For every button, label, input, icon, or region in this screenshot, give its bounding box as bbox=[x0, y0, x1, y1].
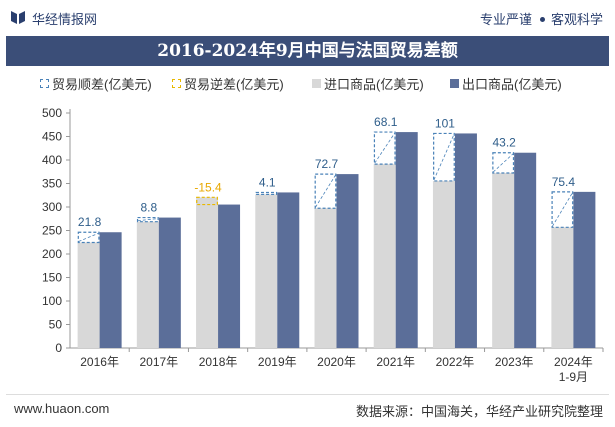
huaon-logo-icon bbox=[11, 11, 25, 24]
balance-label: 8.8 bbox=[140, 201, 157, 215]
x-tick-label: 2018年 bbox=[199, 355, 238, 369]
y-tick-label: 400 bbox=[42, 153, 62, 167]
surplus-box bbox=[136, 216, 159, 223]
import-bar bbox=[373, 164, 396, 348]
x-tick-label: 2019年 bbox=[258, 355, 297, 369]
import-bar bbox=[314, 208, 337, 348]
y-tick-label: 150 bbox=[42, 271, 62, 285]
import-bar bbox=[196, 197, 219, 348]
y-tick-label: 450 bbox=[42, 130, 62, 144]
slogan: 专业严谨 客观科学 bbox=[480, 9, 603, 28]
legend-swatch-surplus bbox=[40, 79, 49, 88]
balance-label: -15.4 bbox=[194, 180, 222, 194]
export-bar bbox=[218, 204, 241, 348]
footer-site: www.huaon.com bbox=[14, 401, 110, 416]
legend-item-deficit: 贸易逆差(亿美元) bbox=[172, 74, 284, 93]
balance-label: 21.8 bbox=[78, 215, 102, 229]
slogan-left: 专业严谨 bbox=[479, 12, 532, 27]
x-tick-label: 2023年 bbox=[495, 355, 534, 369]
chart-title: 2016-2024年9月中国与法国贸易差额 bbox=[157, 41, 458, 61]
legend-item-import: 进口商品(亿美元) bbox=[312, 74, 424, 93]
import-bar bbox=[77, 242, 100, 348]
surplus-box bbox=[255, 191, 278, 195]
y-tick-label: 250 bbox=[42, 224, 62, 238]
surplus-hatch bbox=[78, 232, 99, 242]
legend-swatch-deficit bbox=[172, 79, 181, 88]
x-tick-label: 2022年 bbox=[436, 355, 475, 369]
legend-label-surplus: 贸易顺差(亿美元) bbox=[52, 77, 152, 92]
surplus-hatch bbox=[492, 153, 514, 173]
balance-label: 75.4 bbox=[552, 175, 576, 189]
surplus-box bbox=[492, 152, 515, 174]
surplus-box bbox=[433, 132, 455, 182]
legend-label-export: 出口商品(亿美元) bbox=[462, 77, 562, 92]
y-tick-label: 500 bbox=[42, 106, 62, 120]
import-bar bbox=[432, 180, 455, 348]
x-tick-label: 2021年 bbox=[376, 355, 415, 369]
export-bar bbox=[454, 133, 477, 348]
brand-name: 华经情报网 bbox=[32, 12, 98, 27]
y-tick-label: 0 bbox=[55, 341, 62, 355]
legend-swatch-import bbox=[312, 79, 321, 88]
import-bar bbox=[492, 173, 515, 348]
surplus-hatch bbox=[315, 174, 336, 208]
balance-label: 4.1 bbox=[259, 175, 276, 189]
export-bar bbox=[336, 174, 359, 348]
chart-legend: 贸易顺差(亿美元) 贸易逆差(亿美元) 进口商品(亿美元) 出口商品(亿美元) bbox=[40, 74, 600, 94]
balance-label: 72.7 bbox=[315, 157, 339, 171]
legend-swatch-export bbox=[450, 79, 459, 88]
export-bar bbox=[99, 232, 122, 348]
deficit-box bbox=[196, 196, 218, 206]
footer-divider bbox=[6, 394, 609, 395]
x-tick-label: 1-9月 bbox=[559, 370, 588, 384]
y-tick-label: 350 bbox=[42, 177, 62, 191]
footer-source: 数据来源：中国海关，华经产业研究院整理 bbox=[355, 404, 603, 419]
import-bar bbox=[255, 194, 278, 348]
slogan-dot-icon bbox=[539, 17, 545, 22]
balance-label: 101 bbox=[435, 116, 455, 130]
y-tick-label: 100 bbox=[42, 294, 62, 308]
top-bar: 华经情报网 专业严谨 客观科学 bbox=[0, 0, 615, 36]
legend-item-export: 出口商品(亿美元) bbox=[450, 74, 562, 93]
x-tick-label: 2016年 bbox=[80, 355, 119, 369]
import-bar bbox=[136, 221, 159, 348]
export-bar bbox=[158, 217, 181, 348]
surplus-box bbox=[373, 131, 396, 165]
surplus-hatch bbox=[552, 192, 573, 227]
surplus-box bbox=[551, 191, 574, 228]
surplus-box bbox=[77, 231, 100, 244]
legend-label-deficit: 贸易逆差(亿美元) bbox=[184, 77, 284, 92]
slogan-right: 客观科学 bbox=[550, 12, 603, 27]
balance-label: 43.2 bbox=[492, 136, 516, 150]
export-bar bbox=[514, 152, 537, 348]
x-tick-label: 2024年 bbox=[554, 355, 593, 369]
balance-label: 68.1 bbox=[374, 115, 398, 129]
surplus-box bbox=[314, 173, 337, 209]
y-tick-label: 200 bbox=[42, 247, 62, 261]
surplus-hatch bbox=[433, 134, 455, 181]
x-tick-label: 2017年 bbox=[139, 355, 178, 369]
legend-label-import: 进口商品(亿美元) bbox=[324, 77, 424, 92]
legend-item-surplus: 贸易顺差(亿美元) bbox=[40, 74, 152, 93]
import-bar bbox=[551, 227, 574, 348]
export-bar bbox=[395, 132, 418, 348]
export-bar bbox=[573, 191, 596, 348]
surplus-hatch bbox=[374, 132, 396, 164]
y-tick-label: 300 bbox=[42, 200, 62, 214]
export-bar bbox=[277, 192, 300, 348]
surplus-hatch bbox=[137, 218, 158, 222]
x-tick-label: 2020年 bbox=[317, 355, 356, 369]
chart-title-bar: 2016-2024年9月中国与法国贸易差额 bbox=[6, 36, 609, 66]
y-tick-label: 50 bbox=[49, 318, 63, 332]
